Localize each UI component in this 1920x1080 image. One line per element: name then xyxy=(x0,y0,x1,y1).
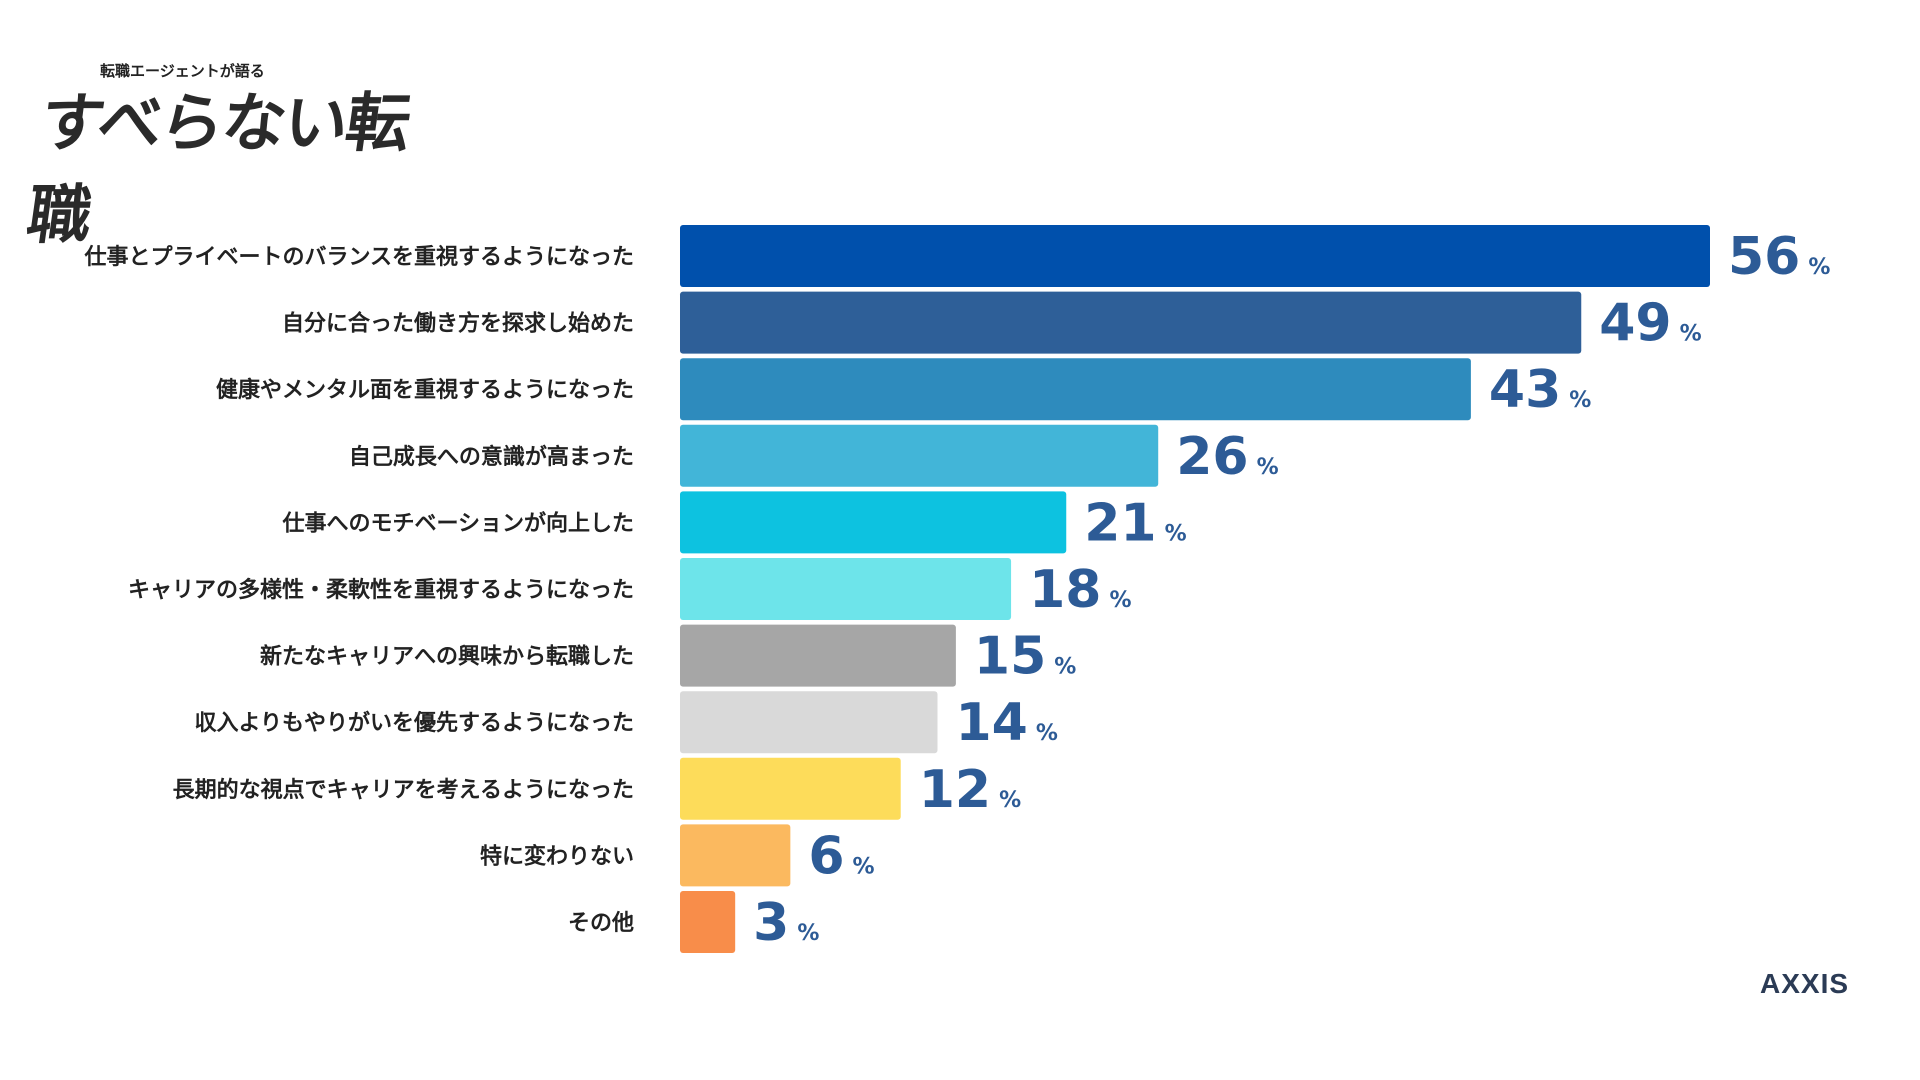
bar xyxy=(680,291,1582,354)
category-label: キャリアの多様性・柔軟性を重視するようになった xyxy=(128,577,634,603)
category-label: 仕事とプライベートのバランスを重視するようになった xyxy=(83,244,634,270)
category-label: 自分に合った働き方を探求し始めた xyxy=(282,311,634,337)
bar xyxy=(680,491,1067,554)
category-label: 仕事へのモチベーションが向上した xyxy=(281,510,634,536)
category-label: 特に変わりない xyxy=(480,843,634,869)
value-label: 18% xyxy=(1029,560,1131,620)
bar xyxy=(680,824,791,887)
value-label: 43% xyxy=(1489,360,1591,420)
category-label: 長期的な視点でキャリアを考えるようになった xyxy=(173,777,634,803)
bar xyxy=(680,891,736,953)
value-label: 14% xyxy=(956,693,1058,753)
bar xyxy=(680,424,1159,487)
bar xyxy=(680,757,901,820)
bar xyxy=(680,624,956,687)
bar xyxy=(680,358,1471,421)
logo-subtitle: 転職エージェントが語る xyxy=(100,62,265,80)
logo: 転職エージェントが語る すべらない転職 xyxy=(22,60,422,253)
category-label: 自己成長への意識が高まった xyxy=(349,444,634,470)
value-label: 56% xyxy=(1728,227,1830,287)
category-label: その他 xyxy=(568,911,634,936)
category-label: 収入よりもやりがいを優先するようになった xyxy=(194,710,634,736)
value-label: 6% xyxy=(808,826,874,886)
category-label: 新たなキャリアへの興味から転職した xyxy=(260,644,634,670)
value-label: 3% xyxy=(753,893,819,953)
category-label: 健康やメンタル面を重視するようになった xyxy=(216,377,634,403)
brand-logo: AXXIS xyxy=(1760,968,1850,999)
value-label: 12% xyxy=(919,760,1021,820)
bar xyxy=(680,225,1710,287)
value-label: 15% xyxy=(974,627,1076,687)
value-label: 21% xyxy=(1084,493,1186,553)
value-label: 26% xyxy=(1176,427,1278,487)
bar xyxy=(680,558,1012,620)
value-label: 49% xyxy=(1599,294,1701,354)
bar xyxy=(680,691,938,754)
